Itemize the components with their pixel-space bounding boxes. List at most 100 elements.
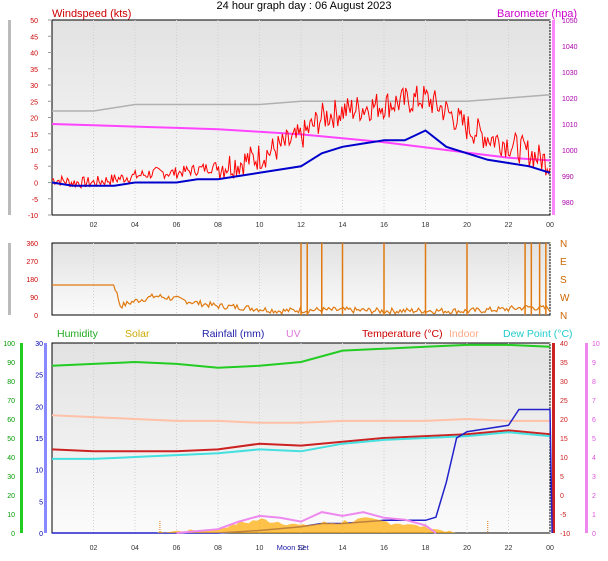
humidity-tick-label: 40	[7, 455, 15, 462]
uv-tick-label: 3	[592, 474, 596, 481]
rain-scale-bar	[44, 343, 47, 533]
compass-label: W	[560, 293, 570, 304]
uv-tick-label: 10	[592, 341, 600, 348]
left-scale-bar	[8, 20, 11, 215]
y-tick-label: 45	[30, 34, 38, 41]
series-windspeed	[51, 85, 551, 189]
rain-tick-label: 5	[39, 499, 43, 506]
humidity-tick-label: 30	[7, 474, 15, 481]
y-tick-label: 0	[34, 181, 38, 188]
humidity-tick-label: 20	[7, 493, 15, 500]
uv-tick-label: 4	[592, 455, 596, 462]
x-tick-label: 08	[214, 545, 222, 552]
uv-tick-label: 8	[592, 379, 596, 386]
x-tick-label: 06	[173, 545, 181, 552]
moon-set-label: Moon Set	[277, 543, 310, 552]
legend-title: Rainfall (mm)	[202, 328, 264, 340]
series-dew-point-c-	[52, 431, 551, 460]
right-scale-bar	[552, 20, 555, 215]
x-tick-label: 14	[339, 545, 347, 552]
legend-title: UV	[286, 328, 301, 340]
uv-tick-label: 1	[592, 512, 596, 519]
y-tick-label: 0	[34, 313, 38, 320]
x-tick-label: 02	[90, 222, 98, 229]
y2-axis-title: Barometer (hpa)	[497, 8, 577, 20]
y2-tick-label: 1040	[562, 44, 578, 51]
compass-label: N	[560, 239, 567, 250]
y2-tick-label: 1020	[562, 96, 578, 103]
temp-tick-label: 25	[560, 398, 568, 405]
uv-tick-label: 0	[592, 531, 596, 538]
x-tick-label: 20	[463, 222, 471, 229]
y-tick-label: 40	[30, 51, 38, 58]
legend-title: Indoor	[449, 328, 479, 340]
x-tick-label: 16	[380, 222, 388, 229]
y-tick-label: -10	[28, 213, 38, 220]
x-tick-label: 12	[297, 222, 305, 229]
x-tick-label: 08	[214, 222, 222, 229]
y-tick-label: 270	[26, 259, 38, 266]
temp-tick-label: 30	[560, 379, 568, 386]
x-tick-label: 10	[256, 222, 264, 229]
legend-title: Humidity	[57, 328, 99, 340]
uv-tick-label: 9	[592, 360, 596, 367]
x-tick-label: 04	[131, 222, 139, 229]
uv-tick-label: 5	[592, 436, 596, 443]
y-tick-label: 5	[34, 164, 38, 171]
page-title: 24 hour graph day : 06 August 2023	[216, 0, 392, 12]
x-tick-label: 14	[339, 222, 347, 229]
y-tick-label: 180	[26, 277, 38, 284]
temp-tick-label: -10	[560, 531, 570, 538]
temp-tick-label: 0	[560, 493, 564, 500]
temp-tick-label: 35	[560, 360, 568, 367]
x-tick-label: 02	[90, 545, 98, 552]
y-tick-label: -5	[32, 197, 38, 204]
x-tick-label: 18	[422, 222, 430, 229]
series-humidity	[51, 343, 551, 369]
compass-label: S	[560, 275, 567, 286]
y-tick-label: 25	[30, 99, 38, 106]
rain-tick-label: 0	[39, 531, 43, 538]
humidity-tick-label: 100	[3, 341, 15, 348]
y-tick-label: 35	[30, 67, 38, 74]
humidity-tick-label: 80	[7, 379, 15, 386]
legend-title: Dew Point (°C)	[503, 328, 573, 340]
legend-title: Temperature (°C)	[362, 328, 443, 340]
humidity-tick-label: 0	[11, 531, 15, 538]
x-tick-label: 00	[546, 222, 554, 229]
y-tick-label: 50	[30, 18, 38, 25]
y-tick-label: 90	[30, 295, 38, 302]
y2-tick-label: 1030	[562, 70, 578, 77]
uv-tick-label: 2	[592, 493, 596, 500]
series-temperature-c-	[51, 429, 551, 453]
x-tick-label: 00	[546, 545, 554, 552]
series-average-wind	[51, 129, 551, 187]
left-scale-bar	[8, 243, 11, 315]
y-tick-label: 15	[30, 132, 38, 139]
uv-tick-label: 7	[592, 398, 596, 405]
y2-tick-label: 980	[562, 200, 574, 207]
uv-scale-bar	[585, 343, 588, 533]
temp-tick-label: 10	[560, 455, 568, 462]
y2-tick-label: 990	[562, 174, 574, 181]
y-tick-label: 360	[26, 241, 38, 248]
p3-frame	[51, 342, 551, 534]
compass-label: N	[560, 311, 567, 322]
legend-title: Solar	[125, 328, 150, 340]
series-grey	[52, 94, 551, 112]
x-tick-label: 18	[422, 545, 430, 552]
y2-tick-label: 1010	[562, 122, 578, 129]
series-solar	[155, 517, 457, 533]
temp-scale-bar	[552, 343, 555, 533]
temp-tick-label: 40	[560, 341, 568, 348]
x-tick-label: 20	[463, 545, 471, 552]
rain-tick-label: 25	[35, 373, 43, 380]
y2-tick-label: 1000	[562, 148, 578, 155]
y-axis-title: Windspeed (kts)	[52, 8, 131, 20]
y-tick-label: 20	[30, 116, 38, 123]
humidity-tick-label: 10	[7, 512, 15, 519]
rain-tick-label: 30	[35, 341, 43, 348]
y2-tick-label: 1050	[562, 18, 578, 25]
rain-tick-label: 15	[35, 436, 43, 443]
